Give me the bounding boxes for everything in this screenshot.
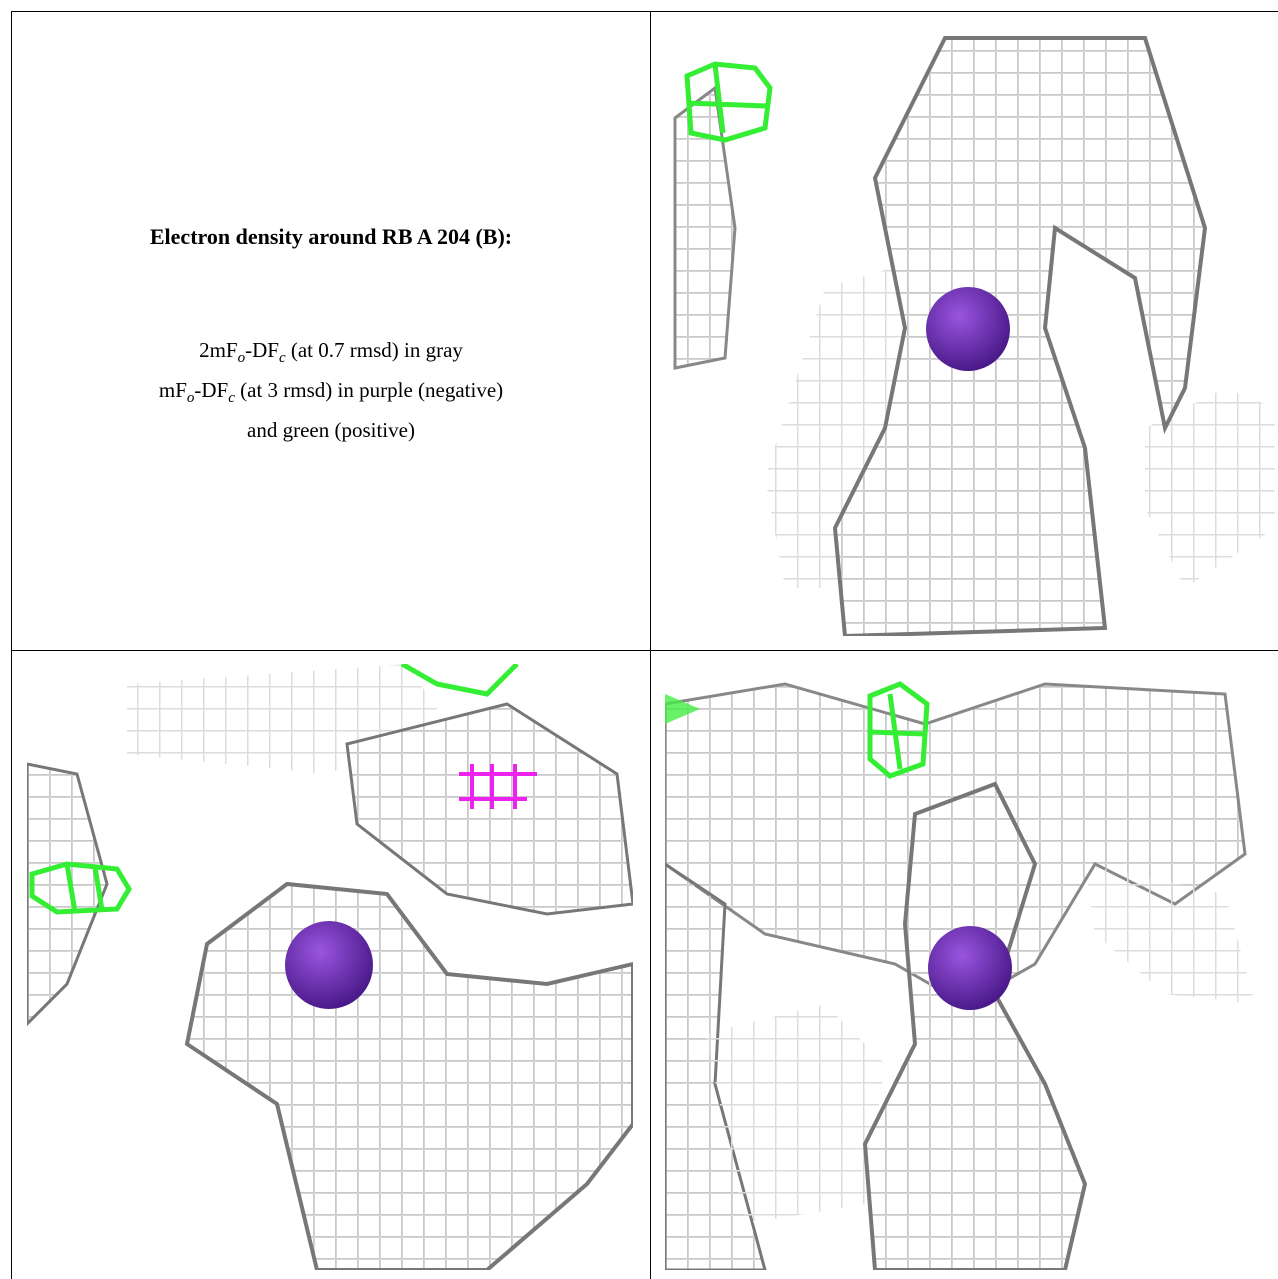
title: Electron density around RB A 204 (B): [149, 224, 513, 249]
subscript: c [278, 350, 286, 367]
text: mF [158, 378, 187, 403]
frame [11, 11, 1278, 1279]
subscript: c [228, 390, 235, 407]
subscript: o [237, 350, 246, 367]
density-view [27, 664, 633, 1270]
legend-line: mFo-DFc (at 3 rmsd) in purple (negative) [12, 374, 650, 414]
text: (at 3 rmsd) in purple (negative) [234, 378, 504, 403]
text: and green (positive) [247, 418, 415, 443]
text: -DF [194, 378, 229, 403]
legend-line: and green (positive) [12, 414, 650, 446]
divider [650, 11, 651, 1279]
density-view [673, 36, 1275, 636]
text: -DF [245, 338, 279, 362]
divider [11, 650, 1278, 651]
text: (at 0.7 rmsd) in gray [285, 338, 463, 362]
text: 2mF [199, 338, 238, 362]
legend-line: 2mFo-DFc (at 0.7 rmsd) in gray [12, 334, 650, 374]
legend: 2mFo-DFc (at 0.7 rmsd) in gray mFo-DFc (a… [12, 334, 650, 446]
density-view [665, 681, 1255, 1270]
subscript: o [186, 390, 195, 407]
text-cell: Electron density around RB A 204 (B): 2m… [12, 12, 650, 650]
